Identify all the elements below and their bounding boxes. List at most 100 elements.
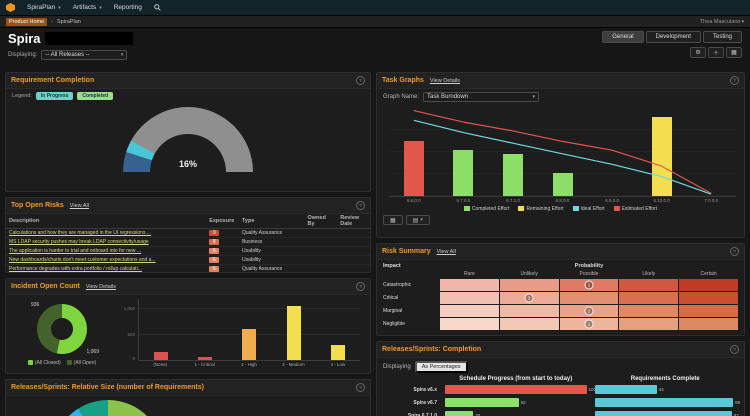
nav-artifacts[interactable]: Artifacts (73, 4, 102, 11)
impact-row-label: Catastrophic (383, 282, 412, 288)
completion-row: Spira v6.x 100 44 (377, 383, 744, 396)
release-label[interactable]: Spira 6.7.1.0 (407, 412, 437, 416)
task-bar (453, 150, 474, 196)
panel-title: Incident Open Count (11, 283, 80, 290)
incident-x-label: 2 - High (241, 362, 257, 367)
spacer (383, 270, 439, 278)
plus-icon[interactable]: ＋ (708, 47, 724, 58)
risk-cell (619, 305, 679, 317)
risk-cell: 1 (559, 318, 619, 330)
impact-row-label: Critical (383, 295, 399, 301)
risk-description-link[interactable]: The application is harder to trial and o… (9, 248, 142, 254)
chart-options-icon[interactable]: ▤ (405, 215, 430, 225)
dashboard-content: Requirement Completion ? Legend: In Prog… (0, 69, 750, 416)
col-exposure: Exposure (206, 214, 239, 229)
tab-development[interactable]: Development (645, 31, 701, 43)
breadcrumb-current[interactable]: SpiraPlan (57, 18, 81, 25)
panel-requirement-completion: Requirement Completion ? Legend: In Prog… (5, 72, 371, 192)
release-label[interactable]: Spira v6.7 (413, 399, 437, 406)
task-x-label: 6.6.0.0 (406, 198, 421, 203)
view-details-link[interactable]: View Details (85, 283, 116, 290)
donut-legend-item: (All Closed) (27, 360, 61, 366)
risk-type: Business (238, 237, 305, 247)
requirement-completion-gauge: 16% (123, 107, 253, 172)
exposure-badge: 6 (209, 248, 220, 254)
risk-review-date (337, 255, 370, 265)
risk-count-badge[interactable]: 1 (584, 280, 594, 290)
view-details-link[interactable]: View Details (429, 77, 461, 84)
risk-description-link[interactable]: MS LDAP security pushes may break LDAP c… (9, 239, 149, 245)
risk-description-link[interactable]: New dashboards/charts don't meet custome… (9, 257, 156, 263)
col-type: Type (238, 214, 305, 229)
view-tabs: General Development Testing (602, 31, 742, 43)
risk-count-badge[interactable]: 2 (584, 306, 594, 316)
info-icon[interactable]: ? (356, 76, 365, 85)
risk-count-badge[interactable]: 3 (524, 293, 534, 303)
task-x-label: 6.7.0.0 (456, 198, 471, 203)
task-x-label: 7.0.0.0 (704, 198, 719, 203)
risk-row: Performance degrades with extra portfoli… (6, 264, 370, 272)
task-bar (403, 141, 424, 196)
risk-description-link[interactable]: Calculations and how they are managed in… (9, 230, 152, 236)
info-icon[interactable]: ? (356, 201, 365, 210)
calendar-icon[interactable]: ▦ (383, 215, 403, 225)
info-icon[interactable]: ? (730, 247, 739, 256)
risk-cell (499, 279, 559, 291)
nav-reporting[interactable]: Reporting (114, 4, 142, 11)
probability-column-label: Rare (463, 271, 475, 277)
probability-label: Probability (574, 263, 604, 269)
schedule-progress-title: Schedule Progress (from start to today) (459, 376, 573, 382)
tab-as-percentages[interactable]: As Percentages (414, 361, 468, 373)
user-menu[interactable]: Thea Masculano (700, 19, 744, 25)
requirements-complete-title: Requirements Complete (630, 376, 700, 382)
risk-owned-by (304, 255, 338, 265)
incident-bar (286, 305, 301, 360)
risk-count-badge[interactable]: 1 (584, 319, 594, 329)
requirements-complete-bar: 44 (594, 385, 737, 394)
release-filter-select[interactable]: -- All Releases -- (41, 50, 128, 60)
risk-cell (499, 305, 559, 317)
nav-product-menu[interactable]: SpiraPlan (27, 4, 61, 11)
incident-donut-chart: 936 1,069 (All Closed) (All Open) (12, 297, 112, 367)
release-label[interactable]: Spira v6.x (413, 386, 437, 393)
dashboard-action-buttons: ⚙ ＋ ▦ (690, 47, 742, 58)
gear-icon[interactable]: ⚙ (690, 47, 706, 58)
breadcrumb: Product Home SpiraPlan Thea Masculano (0, 16, 750, 28)
donut-legend-item: (All Open) (66, 360, 96, 366)
incident-x-label: 4 - Low (330, 362, 346, 367)
risk-owned-by (304, 237, 338, 247)
layout-icon[interactable]: ▦ (726, 47, 742, 58)
probability-column-label: Likely (642, 271, 656, 277)
panel-title: Releases/Sprints: Completion (382, 346, 482, 353)
tab-general[interactable]: General (602, 31, 644, 43)
incident-bar (330, 345, 345, 360)
search-icon[interactable] (154, 4, 161, 11)
risk-cell (440, 279, 499, 291)
spiraplan-logo-icon[interactable] (6, 3, 15, 12)
risk-cell (679, 292, 738, 304)
info-icon[interactable]: ? (356, 282, 365, 291)
panel-title: Top Open Risks (11, 202, 64, 209)
info-icon[interactable]: ? (730, 76, 739, 85)
info-icon[interactable]: ? (356, 383, 365, 392)
risk-cell (619, 292, 679, 304)
graph-name-select[interactable]: Task Burndown (423, 92, 540, 102)
risk-type: Usability (238, 255, 305, 265)
nav-reporting-label: Reporting (113, 4, 142, 11)
incident-bar (242, 329, 257, 360)
info-icon[interactable]: ? (730, 345, 739, 354)
view-all-link[interactable]: View All (436, 248, 456, 255)
panel-task-graphs: Task Graphs View Details ? Graph Name: T… (376, 72, 745, 238)
risk-cell (440, 292, 499, 304)
task-x-label: 6.10.0.0 (653, 198, 670, 203)
displaying-label: Displaying: (8, 52, 38, 58)
risk-cell (559, 292, 619, 304)
breadcrumb-product-home[interactable]: Product Home (6, 17, 48, 26)
view-all-link[interactable]: View All (69, 202, 89, 209)
exposure-badge: 6 (209, 257, 220, 263)
graph-name-value: Task Burndown (427, 94, 469, 100)
risk-description-link[interactable]: Performance degrades with extra portfoli… (9, 266, 142, 272)
tab-testing[interactable]: Testing (702, 31, 742, 43)
risk-owned-by (304, 264, 338, 272)
risk-row: New dashboards/charts don't meet custome… (6, 255, 370, 265)
